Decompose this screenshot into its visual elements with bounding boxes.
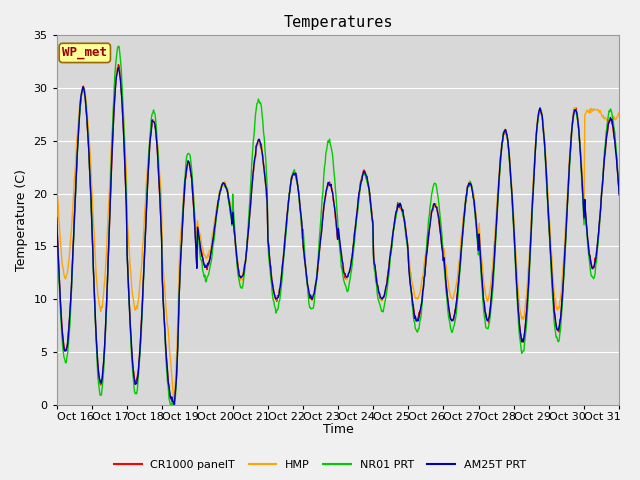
AM25T PRT [224,189,232,195]
NR01 PRT [397,204,405,210]
CR1000 panelT [115,62,122,68]
CR1000 panelT [616,191,623,196]
HMP [429,203,436,208]
NR01 PRT [429,185,436,191]
CR1000 panelT [397,207,405,213]
Title: Temperatures: Temperatures [284,15,393,30]
NR01 PRT [120,112,127,118]
AM25T PRT [397,205,405,211]
AM25T PRT [120,128,127,134]
HMP [114,64,122,70]
CR1000 panelT [53,215,61,220]
AM25T PRT [252,153,259,158]
CR1000 panelT [170,402,178,408]
Y-axis label: Temperature (C): Temperature (C) [15,169,28,271]
AM25T PRT [53,215,61,221]
NR01 PRT [224,190,232,195]
NR01 PRT [115,43,122,49]
Legend: CR1000 panelT, HMP, NR01 PRT, AM25T PRT: CR1000 panelT, HMP, NR01 PRT, AM25T PRT [109,456,531,474]
HMP [273,296,280,301]
HMP [397,205,405,211]
Line: CR1000 panelT: CR1000 panelT [57,65,620,405]
HMP [53,183,61,189]
Text: WP_met: WP_met [62,47,108,60]
CR1000 panelT [120,126,127,132]
NR01 PRT [53,222,61,228]
NR01 PRT [167,402,175,408]
CR1000 panelT [273,299,280,304]
HMP [224,186,232,192]
Line: NR01 PRT: NR01 PRT [57,46,620,405]
CR1000 panelT [224,190,232,195]
NR01 PRT [273,307,280,313]
HMP [252,151,259,156]
NR01 PRT [252,112,259,118]
AM25T PRT [170,402,178,408]
HMP [170,402,178,408]
NR01 PRT [616,191,623,196]
AM25T PRT [429,205,436,211]
HMP [120,112,127,118]
X-axis label: Time: Time [323,423,353,436]
AM25T PRT [273,296,280,302]
AM25T PRT [115,65,122,71]
AM25T PRT [616,192,623,198]
Line: HMP: HMP [57,67,620,405]
CR1000 panelT [252,155,259,160]
Line: AM25T PRT: AM25T PRT [57,68,620,405]
HMP [616,112,623,118]
CR1000 panelT [429,207,436,213]
